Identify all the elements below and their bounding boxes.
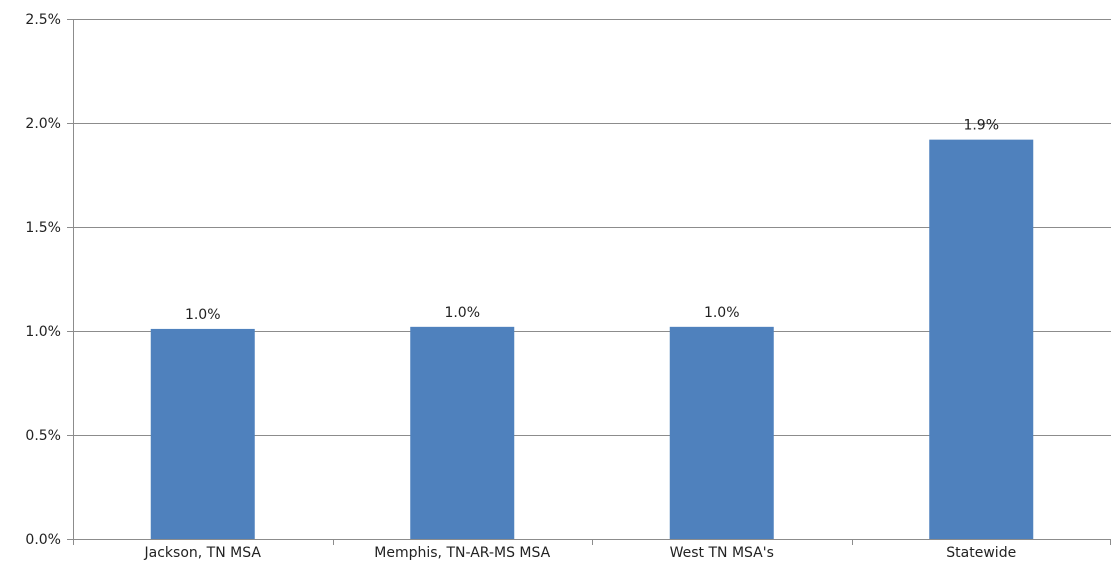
data-label: 1.0%	[185, 307, 221, 323]
y-tick-label: 0.5%	[25, 428, 61, 444]
data-labels: 1.0% 1.0% 1.0% 1.9%	[185, 118, 999, 323]
bars	[150, 139, 1034, 539]
y-tick-label: 2.0%	[25, 116, 61, 132]
category-label: Jackson, TN MSA	[144, 545, 262, 561]
data-label: 1.9%	[963, 118, 999, 134]
bar	[669, 326, 774, 539]
bar	[410, 326, 515, 539]
y-tick-label: 2.5%	[25, 12, 61, 28]
y-tick-labels: 0.0% 0.5% 1.0% 1.5% 2.0% 2.5%	[25, 12, 61, 548]
category-label: West TN MSA's	[670, 545, 774, 561]
data-label: 1.0%	[704, 305, 740, 321]
bar	[929, 139, 1034, 539]
category-label: Statewide	[946, 545, 1016, 561]
y-tick-label: 1.0%	[25, 324, 61, 340]
y-tick-label: 1.5%	[25, 220, 61, 236]
category-label: Memphis, TN-AR-MS MSA	[374, 545, 550, 561]
axes	[67, 19, 1111, 545]
data-label: 1.0%	[444, 305, 480, 321]
y-tick-label: 0.0%	[25, 532, 61, 548]
bar	[150, 328, 255, 539]
category-labels: Jackson, TN MSA Memphis, TN-AR-MS MSA West…	[144, 545, 1017, 561]
